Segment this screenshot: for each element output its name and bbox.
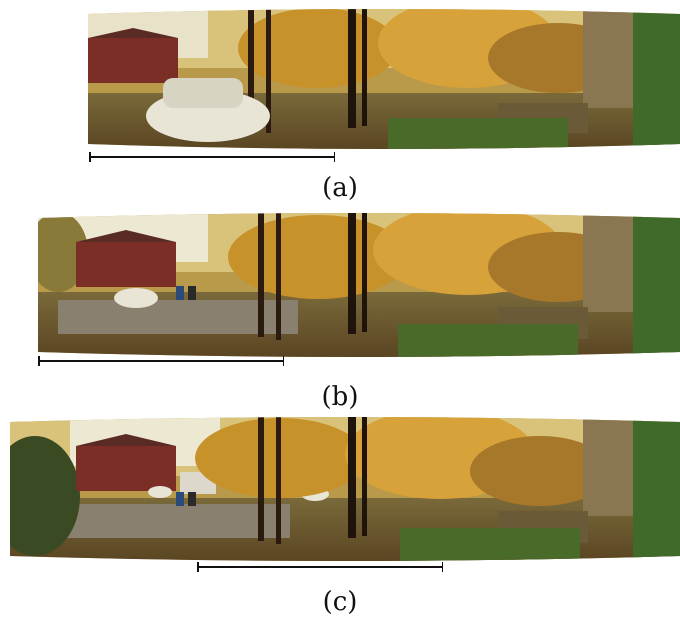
panorama-image-c bbox=[10, 416, 680, 562]
scale-bar-a bbox=[89, 152, 335, 162]
scale-bar-c bbox=[197, 562, 443, 572]
panel-b: (b) bbox=[0, 210, 680, 420]
caption-b: (b) bbox=[321, 382, 359, 412]
caption-a: (a) bbox=[322, 173, 358, 203]
panorama-image-a bbox=[88, 8, 680, 150]
panel-a: (a) bbox=[0, 0, 680, 210]
caption-c: (c) bbox=[322, 587, 358, 617]
panorama-image-b bbox=[38, 212, 680, 358]
scale-bar-b bbox=[38, 356, 284, 366]
panel-c: (c) bbox=[0, 416, 680, 621]
